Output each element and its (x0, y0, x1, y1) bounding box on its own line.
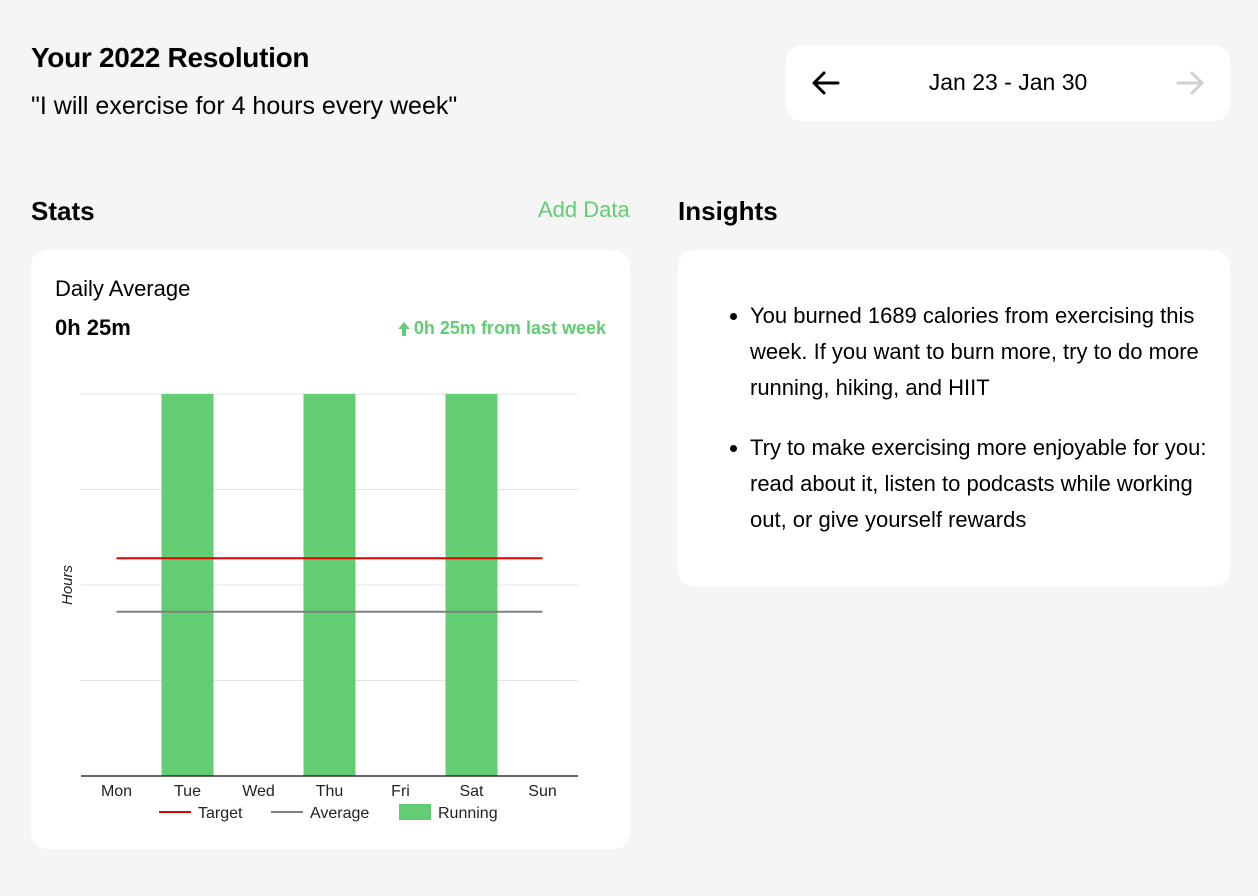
x-tick-label: Thu (316, 783, 344, 800)
x-tick-label: Tue (174, 783, 201, 800)
x-tick-label: Sun (528, 783, 556, 800)
arrow-up-icon (397, 321, 410, 336)
exercise-hours-chart: Mon Tue Wed Thu Fri Sat Sun Hours Target Average R… (59, 393, 578, 822)
date-range-label: Jan 23 - Jan 30 (928, 69, 1088, 95)
insights-list: You burned 1689 calories from exercising… (728, 298, 1220, 562)
stats-card: Daily Average 0h 25m 0h 25m from last we… (31, 250, 630, 849)
legend-label: Target (198, 805, 243, 822)
y-axis-label: Hours (59, 564, 76, 605)
legend-label: Average (310, 805, 369, 822)
arrow-right-icon[interactable] (1172, 65, 1208, 101)
date-range-navigator: Jan 23 - Jan 30 (786, 45, 1230, 121)
x-tick-label: Wed (242, 783, 275, 800)
insight-item: You burned 1689 calories from exercising… (750, 298, 1220, 406)
insights-heading: Insights (678, 196, 778, 226)
stats-heading: Stats (31, 196, 95, 226)
insight-item: Try to make exercising more enjoyable fo… (750, 430, 1220, 538)
daily-average-label: Daily Average (55, 276, 191, 301)
x-tick-label: Fri (391, 783, 410, 800)
bar-thu (303, 394, 356, 776)
weekly-delta: 0h 25m from last week (397, 318, 606, 339)
weekly-delta-text: 0h 25m from last week (413, 318, 606, 338)
x-tick-label: Mon (101, 783, 132, 800)
legend-label: Running (438, 805, 498, 822)
resolution-quote: "I will exercise for 4 hours every week" (31, 92, 458, 120)
insights-card: You burned 1689 calories from exercising… (678, 250, 1230, 586)
resolution-title: Your 2022 Resolution (31, 42, 310, 73)
legend-swatch (399, 804, 431, 820)
bar-tue (161, 394, 214, 776)
bar-sat (445, 394, 498, 776)
add-data-link[interactable]: Add Data (538, 197, 630, 222)
x-tick-label: Sat (459, 783, 484, 800)
daily-average-value: 0h 25m (55, 315, 131, 340)
arrow-left-icon[interactable] (808, 65, 844, 101)
